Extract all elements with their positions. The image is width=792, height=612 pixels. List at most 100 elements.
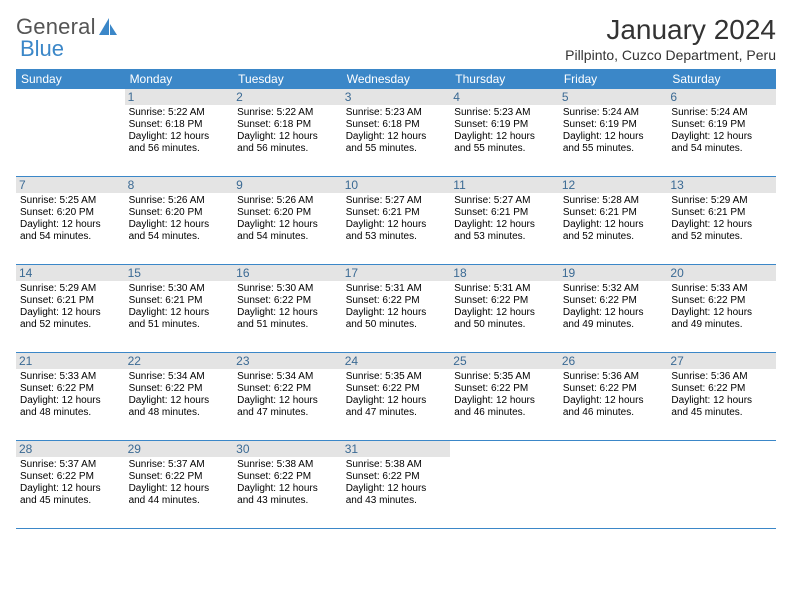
daylight-line1: Daylight: 12 hours (237, 307, 338, 319)
day-info: Sunrise: 5:25 AMSunset: 6:20 PMDaylight:… (20, 195, 121, 243)
header: General January 2024 Pillpinto, Cuzco De… (16, 14, 776, 63)
day-info: Sunrise: 5:30 AMSunset: 6:22 PMDaylight:… (237, 283, 338, 331)
sunset-text: Sunset: 6:21 PM (346, 207, 447, 219)
day-info: Sunrise: 5:38 AMSunset: 6:22 PMDaylight:… (237, 459, 338, 507)
logo-word2: Blue (20, 36, 64, 61)
weekday-sunday: Sunday (16, 69, 125, 89)
sunset-text: Sunset: 6:22 PM (237, 295, 338, 307)
weekday-friday: Friday (559, 69, 668, 89)
day-number: 12 (559, 177, 668, 193)
daylight-line2: and 52 minutes. (671, 231, 772, 243)
day-info: Sunrise: 5:31 AMSunset: 6:22 PMDaylight:… (454, 283, 555, 331)
day-number: 29 (125, 441, 234, 457)
calendar-cell: 27Sunrise: 5:36 AMSunset: 6:22 PMDayligh… (667, 353, 776, 441)
daylight-line2: and 55 minutes. (563, 143, 664, 155)
sunset-text: Sunset: 6:22 PM (671, 383, 772, 395)
daylight-line2: and 56 minutes. (237, 143, 338, 155)
sunset-text: Sunset: 6:22 PM (346, 295, 447, 307)
weekday-header: Sunday Monday Tuesday Wednesday Thursday… (16, 69, 776, 89)
calendar-cell: 4 Sunrise: 5:23 AMSunset: 6:19 PMDaylight… (450, 89, 559, 177)
title-block: January 2024 Pillpinto, Cuzco Department… (565, 14, 776, 63)
day-number: 26 (559, 353, 668, 369)
day-number: 3 (342, 89, 451, 105)
calendar-cell: 1Sunrise: 5:22 AMSunset: 6:18 PMDaylight… (125, 89, 234, 177)
calendar-cell: 7Sunrise: 5:25 AMSunset: 6:20 PMDaylight… (16, 177, 125, 265)
logo-sail-icon (98, 18, 118, 36)
sunrise-text: Sunrise: 5:37 AM (20, 459, 121, 471)
daylight-line1: Daylight: 12 hours (346, 131, 447, 143)
calendar-cell: 20Sunrise: 5:33 AMSunset: 6:22 PMDayligh… (667, 265, 776, 353)
daylight-line1: Daylight: 12 hours (346, 219, 447, 231)
day-info: Sunrise: 5:27 AMSunset: 6:21 PMDaylight:… (454, 195, 555, 243)
day-number: 4 (450, 89, 559, 105)
day-info: Sunrise: 5:34 AMSunset: 6:22 PMDaylight:… (237, 371, 338, 419)
sunset-text: Sunset: 6:18 PM (237, 119, 338, 131)
day-number: 10 (342, 177, 451, 193)
sunrise-text: Sunrise: 5:24 AM (671, 107, 772, 119)
calendar-grid: 1Sunrise: 5:22 AMSunset: 6:18 PMDaylight… (16, 89, 776, 529)
calendar-cell: 30Sunrise: 5:38 AMSunset: 6:22 PMDayligh… (233, 441, 342, 529)
day-number: 31 (342, 441, 451, 457)
day-info: Sunrise: 5:36 AMSunset: 6:22 PMDaylight:… (563, 371, 664, 419)
calendar-cell: 5Sunrise: 5:24 AMSunset: 6:19 PMDaylight… (559, 89, 668, 177)
day-number: 9 (233, 177, 342, 193)
day-info: Sunrise: 5:36 AMSunset: 6:22 PMDaylight:… (671, 371, 772, 419)
sunrise-text: Sunrise: 5:32 AM (563, 283, 664, 295)
calendar-cell: 28 Sunrise: 5:37 AMSunset: 6:22 PMDayligh… (16, 441, 125, 529)
daylight-line1: Daylight: 12 hours (20, 307, 121, 319)
day-number: 28 (16, 441, 125, 457)
sunrise-text: Sunrise: 5:22 AM (237, 107, 338, 119)
daylight-line2: and 45 minutes. (671, 407, 772, 419)
sunrise-text: Sunrise: 5:33 AM (671, 283, 772, 295)
sunset-text: Sunset: 6:21 PM (20, 295, 121, 307)
sunrise-text: Sunrise: 5:22 AM (129, 107, 230, 119)
daylight-line1: Daylight: 12 hours (129, 395, 230, 407)
daylight-line1: Daylight: 12 hours (563, 131, 664, 143)
daylight-line2: and 50 minutes. (454, 319, 555, 331)
sunset-text: Sunset: 6:22 PM (237, 471, 338, 483)
location-subtitle: Pillpinto, Cuzco Department, Peru (565, 47, 776, 63)
daylight-line1: Daylight: 12 hours (237, 395, 338, 407)
sunset-text: Sunset: 6:20 PM (237, 207, 338, 219)
sunrise-text: Sunrise: 5:29 AM (671, 195, 772, 207)
day-info: Sunrise: 5:37 AMSunset: 6:22 PMDaylight:… (129, 459, 230, 507)
daylight-line2: and 51 minutes. (237, 319, 338, 331)
sunset-text: Sunset: 6:22 PM (129, 471, 230, 483)
calendar-cell: 11Sunrise: 5:27 AMSunset: 6:21 PMDayligh… (450, 177, 559, 265)
daylight-line1: Daylight: 12 hours (20, 219, 121, 231)
sunrise-text: Sunrise: 5:35 AM (346, 371, 447, 383)
sunrise-text: Sunrise: 5:36 AM (671, 371, 772, 383)
sunrise-text: Sunrise: 5:30 AM (237, 283, 338, 295)
weekday-wednesday: Wednesday (342, 69, 451, 89)
sunset-text: Sunset: 6:21 PM (563, 207, 664, 219)
calendar-cell: 6Sunrise: 5:24 AMSunset: 6:19 PMDaylight… (667, 89, 776, 177)
sunset-text: Sunset: 6:22 PM (129, 383, 230, 395)
daylight-line2: and 47 minutes. (237, 407, 338, 419)
daylight-line1: Daylight: 12 hours (346, 395, 447, 407)
daylight-line2: and 44 minutes. (129, 495, 230, 507)
sunrise-text: Sunrise: 5:26 AM (129, 195, 230, 207)
sunrise-text: Sunrise: 5:36 AM (563, 371, 664, 383)
daylight-line1: Daylight: 12 hours (454, 307, 555, 319)
day-number: 8 (125, 177, 234, 193)
daylight-line1: Daylight: 12 hours (20, 483, 121, 495)
calendar-cell: 23Sunrise: 5:34 AMSunset: 6:22 PMDayligh… (233, 353, 342, 441)
daylight-line2: and 51 minutes. (129, 319, 230, 331)
day-info: Sunrise: 5:37 AMSunset: 6:22 PMDaylight:… (20, 459, 121, 507)
calendar-cell: 16Sunrise: 5:30 AMSunset: 6:22 PMDayligh… (233, 265, 342, 353)
calendar-cell: 21Sunrise: 5:33 AMSunset: 6:22 PMDayligh… (16, 353, 125, 441)
sunset-text: Sunset: 6:22 PM (346, 471, 447, 483)
sunset-text: Sunset: 6:18 PM (129, 119, 230, 131)
sunset-text: Sunset: 6:21 PM (129, 295, 230, 307)
sunrise-text: Sunrise: 5:30 AM (129, 283, 230, 295)
day-info: Sunrise: 5:23 AMSunset: 6:19 PMDaylight:… (454, 107, 555, 155)
sunset-text: Sunset: 6:22 PM (237, 383, 338, 395)
sunset-text: Sunset: 6:22 PM (563, 295, 664, 307)
sunset-text: Sunset: 6:22 PM (20, 383, 121, 395)
day-number: 18 (450, 265, 559, 281)
day-number: 21 (16, 353, 125, 369)
daylight-line1: Daylight: 12 hours (237, 219, 338, 231)
calendar-cell: 18 Sunrise: 5:31 AMSunset: 6:22 PMDayligh… (450, 265, 559, 353)
day-info: Sunrise: 5:27 AMSunset: 6:21 PMDaylight:… (346, 195, 447, 243)
daylight-line1: Daylight: 12 hours (454, 131, 555, 143)
